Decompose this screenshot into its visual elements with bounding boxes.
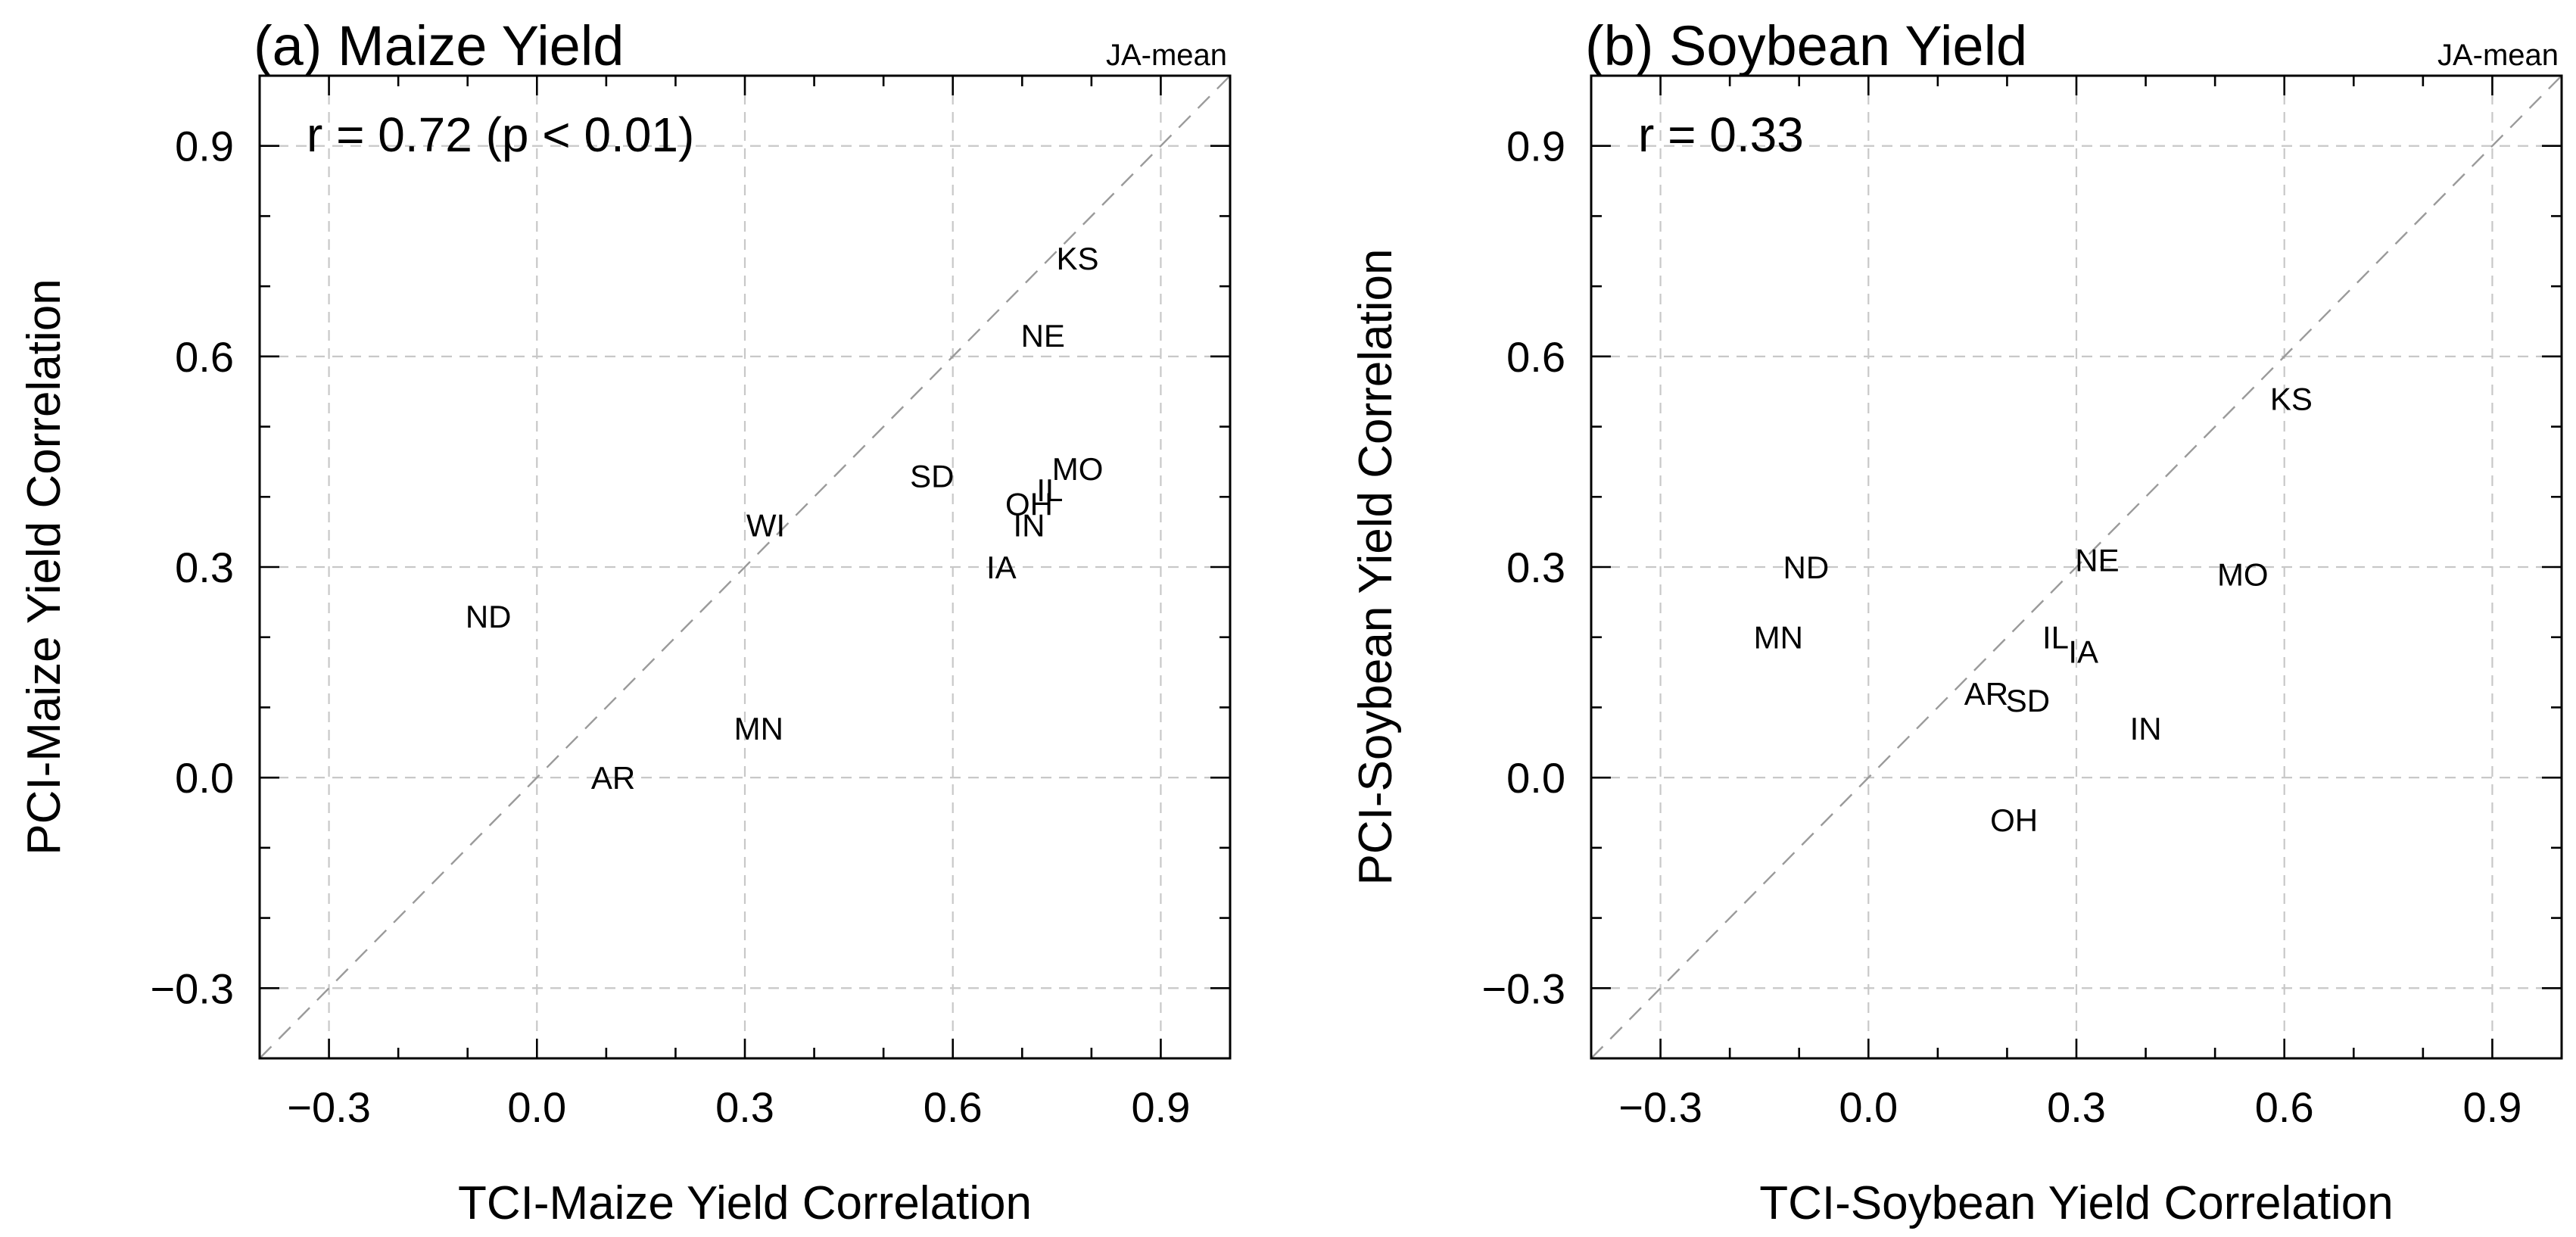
data-point-nd: ND <box>466 599 512 634</box>
x-axis-label: TCI-Maize Yield Correlation <box>458 1177 1032 1229</box>
y-axis-label: PCI-Soybean Yield Correlation <box>1350 249 1402 886</box>
panel-maize: −0.3 −0.3 0.0 0.0 0.3 0.3 0.6 0.6 0.9 0.9 TCI-Maiz… <box>18 14 1232 1229</box>
x-tick-label: 0.9 <box>2462 1083 2521 1131</box>
y-tick-label: 0.3 <box>175 544 234 591</box>
x-tick-label: 0.3 <box>715 1083 774 1131</box>
data-point-mo: MO <box>1052 451 1104 487</box>
x-tick-label: 0.0 <box>507 1083 566 1131</box>
data-point-oh: OH <box>1005 487 1053 522</box>
x-tick-label: 0.6 <box>2255 1083 2314 1131</box>
data-point-il: IL <box>1036 472 1063 508</box>
data-point-oh: OH <box>1990 802 2038 838</box>
y-axis-label: PCI-Maize Yield Correlation <box>18 279 70 855</box>
panel-soybean: −0.3 −0.3 0.0 0.0 0.3 0.3 0.6 0.6 0.9 0.9 TCI-Soyb… <box>1350 14 2563 1229</box>
data-point-mn: MN <box>734 711 783 746</box>
y-tick-label: 0.0 <box>175 754 234 802</box>
data-point-mn: MN <box>1754 620 1803 656</box>
data-point-in: IN <box>1013 507 1045 543</box>
x-tick-label: 0.3 <box>2047 1083 2106 1131</box>
season-label: JA-mean <box>1106 39 1227 72</box>
chart-title: (b) Soybean Yield <box>1585 14 2027 77</box>
data-point-sd: SD <box>2006 683 2050 718</box>
y-tick-label: 0.3 <box>1506 544 1565 591</box>
data-point-ar: AR <box>1964 676 2008 712</box>
one-to-one-line <box>1591 76 2562 1058</box>
season-label: JA-mean <box>2437 39 2559 72</box>
one-to-one-line <box>260 76 1230 1058</box>
y-tick-label: 0.9 <box>1506 123 1565 170</box>
x-tick-label: 0.6 <box>924 1083 983 1131</box>
data-point-ne: NE <box>1021 318 1065 354</box>
y-tick-label: 0.9 <box>175 123 234 170</box>
y-tick-label: −0.3 <box>1481 964 1565 1012</box>
chart-title: (a) Maize Yield <box>254 14 624 77</box>
x-tick-label: 0.9 <box>1131 1083 1190 1131</box>
x-tick-label: −0.3 <box>287 1083 371 1131</box>
x-tick-label: 0.0 <box>1839 1083 1898 1131</box>
x-axis-label: TCI-Soybean Yield Correlation <box>1759 1177 2393 1229</box>
data-point-ar: AR <box>591 760 635 796</box>
x-tick-label: −0.3 <box>1618 1083 1702 1131</box>
data-point-ia: IA <box>2068 634 2098 669</box>
data-point-ia: IA <box>986 550 1017 585</box>
data-point-in: IN <box>2130 711 2162 746</box>
correlation-annotation: r = 0.72 (p < 0.01) <box>307 107 694 162</box>
data-point-nd: ND <box>1783 550 1830 585</box>
correlation-annotation: r = 0.33 <box>1638 107 1804 162</box>
data-point-ne: NE <box>2075 543 2119 578</box>
data-point-ks: KS <box>1057 241 1099 276</box>
y-tick-label: 0.6 <box>175 333 234 381</box>
y-tick-label: 0.6 <box>1506 333 1565 381</box>
data-point-ks: KS <box>2270 381 2313 416</box>
data-point-il: IL <box>2042 620 2069 656</box>
y-tick-label: −0.3 <box>150 964 234 1012</box>
data-point-sd: SD <box>910 458 954 494</box>
data-point-wi: WI <box>746 507 785 543</box>
data-point-mo: MO <box>2217 556 2269 592</box>
y-tick-label: 0.0 <box>1506 754 1565 802</box>
